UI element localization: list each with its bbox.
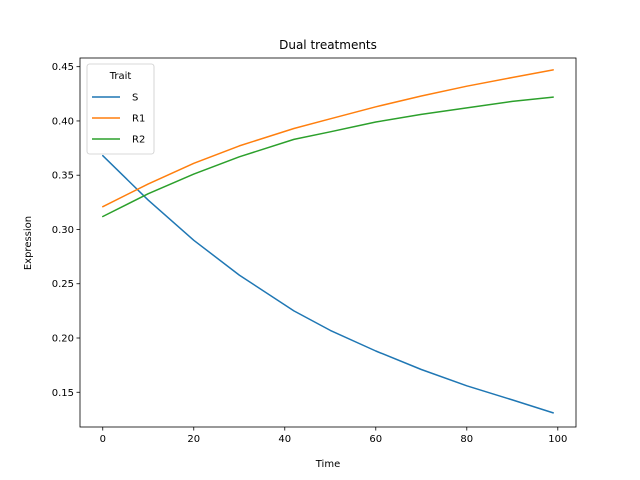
x-tick-label: 60 [369,434,382,445]
legend-label-r1: R1 [132,114,145,125]
y-tick-label: 0.45 [52,62,74,73]
series-line-r1 [102,69,554,208]
x-tick-label: 20 [187,434,200,445]
plot-area: 0 20 40 60 80 100 0.15 0.20 0.25 0.30 0.35 0.40 0.45 [52,62,568,445]
y-tick-label: 0.20 [52,334,74,345]
y-tick-label: 0.40 [52,116,74,127]
chart-title: Dual treatments [279,38,377,52]
y-tick-label: 0.15 [52,388,74,399]
y-tick-label: 0.25 [52,279,74,290]
legend-title: Trait [109,71,132,82]
y-tick-label: 0.35 [52,171,74,182]
legend-label-s: S [132,93,138,104]
x-tick-label: 0 [100,434,106,445]
axes-frame [79,57,577,428]
y-axis-label: Expression [23,216,34,270]
x-tick-label: 80 [460,434,473,445]
x-axis-label: Time [315,459,340,470]
series-line-s [102,154,554,414]
x-tick-label: 40 [278,434,291,445]
x-tick-label: 100 [548,434,567,445]
y-tick-label: 0.30 [52,225,74,236]
series-line-r2 [102,96,554,218]
legend-box [86,63,155,155]
legend-label-r2: R2 [132,135,145,146]
